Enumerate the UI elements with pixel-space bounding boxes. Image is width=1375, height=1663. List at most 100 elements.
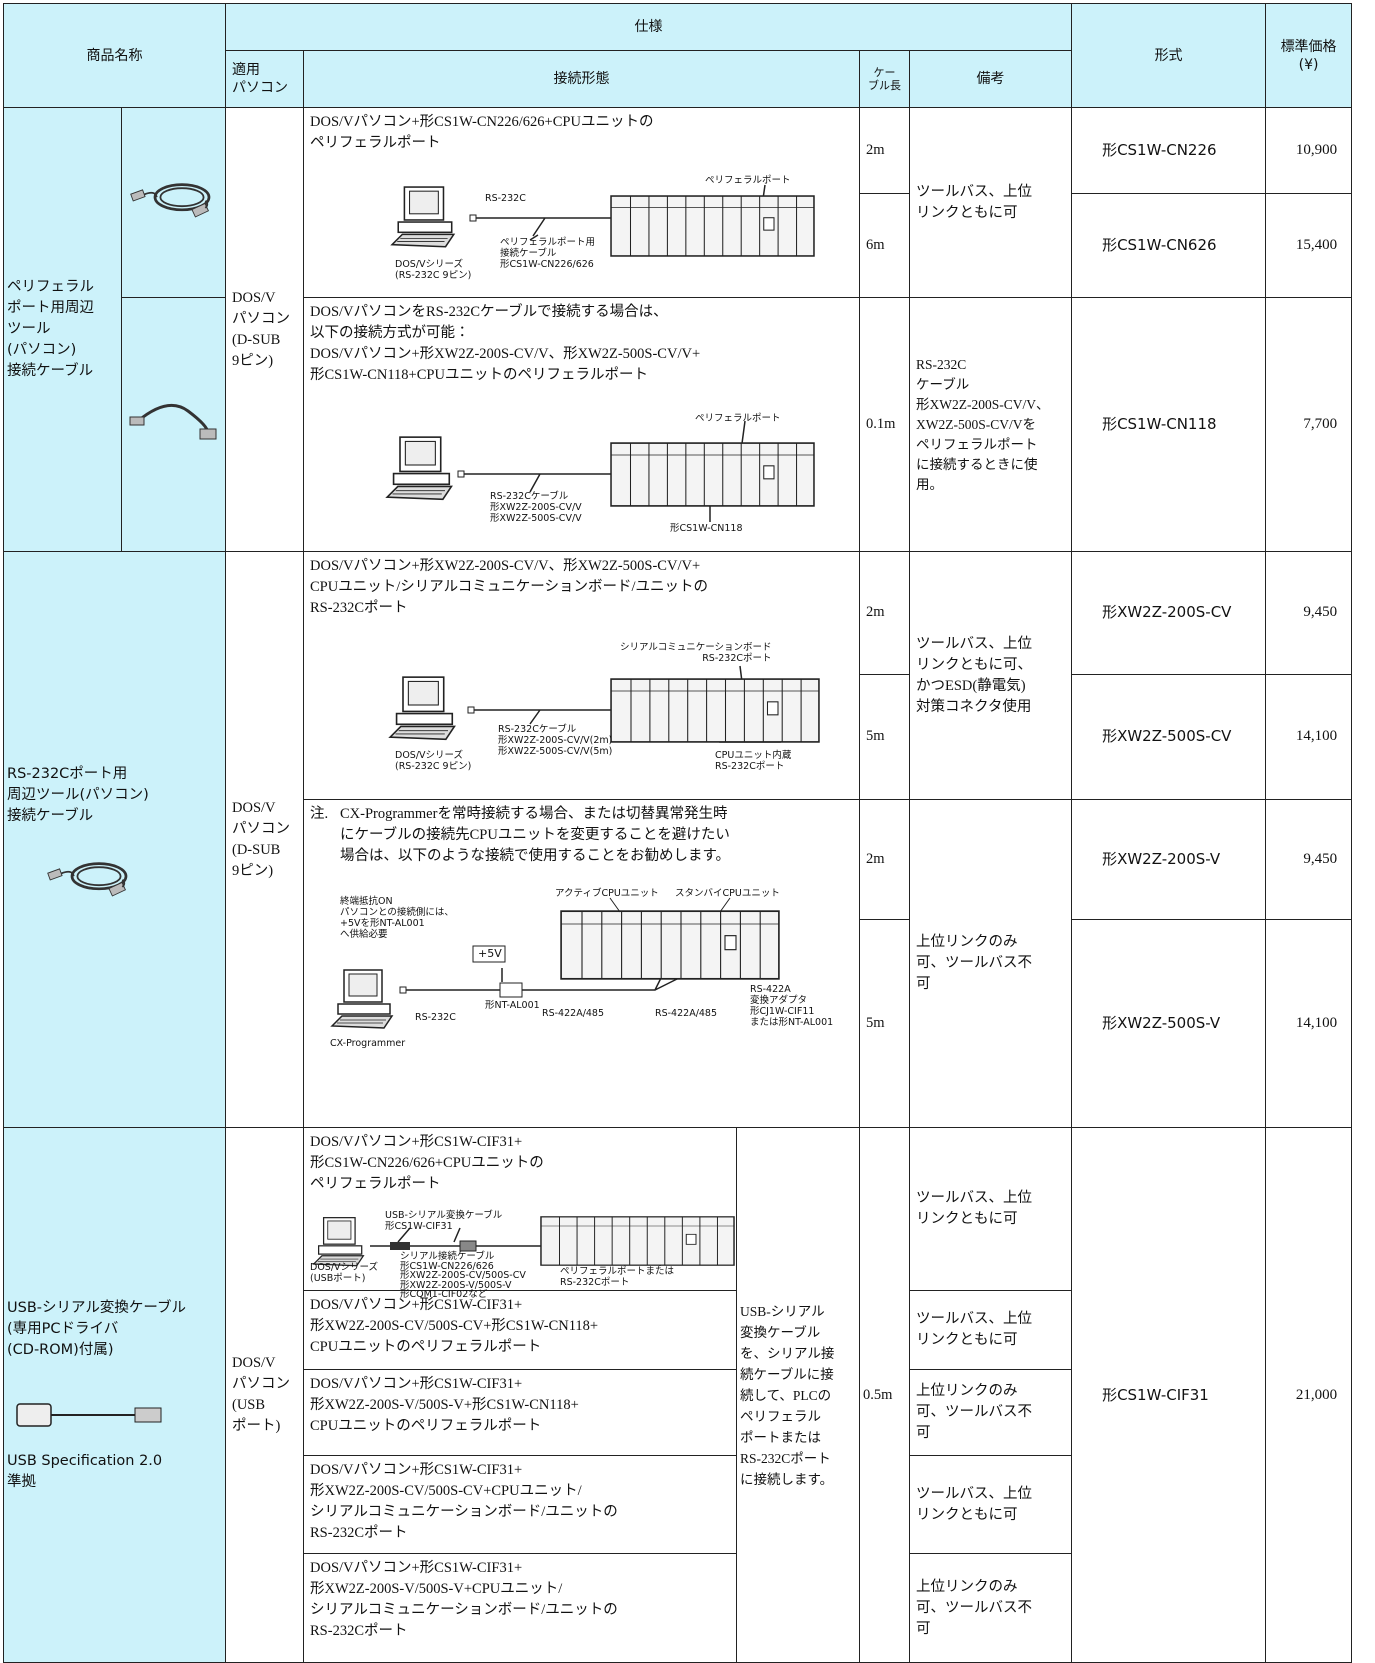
diagram-label: DOS/Vシリーズ (RS-232C 9ピン): [395, 259, 472, 281]
diagram-label: USB-シリアル変換ケーブル 形CS1W-CIF31: [385, 1210, 503, 1232]
table-row: 5m 形XW2Z-500S-V 14,100: [4, 919, 1353, 1128]
table-row: DOS/VパソコンをRS-232Cケーブルで接続する場合は、 以下の接続方式が可…: [4, 297, 1353, 552]
container: 注. CX-Programmerを常時接続する場合、または切替異常発生時 にケーブ…: [310, 804, 853, 867]
connection: DOS/Vパソコン+形XW2Z-200S-CV/V、形XW2Z-500S-CV/…: [310, 558, 709, 616]
price: 10,900: [1265, 106, 1353, 195]
connection: DOS/Vパソコン+形CS1W-CIF31+ 形XW2Z-200S-V/500S…: [303, 1369, 737, 1456]
remarks: RS-232C ケーブル 形XW2Z-200S-CV/V、 XW2Z-500S-…: [908, 297, 1073, 552]
cable-image: [129, 403, 217, 440]
cable: 6m: [859, 193, 910, 298]
table-cell: DOS/Vパソコン+形CS1W-CIF31+ 形CS1W-CN226/626+C…: [303, 1127, 737, 1299]
remarks: ツールバス、上位 リンクともに可: [908, 107, 1073, 298]
table-cell: USB-シリアル変換ケーブル (専用PCドライバ (CD-ROM)付属) USB…: [3, 1127, 226, 1663]
table-row: ペリフェラル ポート用周辺 ツール (パソコン) 接続ケーブル DOS/V パソ…: [3, 106, 1353, 552]
container: USB-シリアル変換ケーブル 形CS1W-CIF31 DOS/Vシリーズ (US…: [310, 1210, 735, 1299]
table-row: 6m 形CS1W-CN626 15,400: [4, 193, 1353, 298]
note-mark: 注.: [310, 806, 329, 822]
connection: CX-Programmerを常時接続する場合、または切替異常発生時 にケーブルの…: [340, 806, 731, 864]
cable: 0.5m: [859, 1127, 910, 1663]
diagram-label: RS-422A 変換アダプタ 形CJ1W-CIF11 または形NT-AL001: [750, 984, 834, 1028]
diagram-label: シリアル接続ケーブル 形CS1W-CN226/626 形XW2Z-200S-CV…: [400, 1251, 526, 1300]
remarks: 備考: [908, 50, 1073, 108]
table-row: USB-シリアル変換ケーブル (専用PCドライバ (CD-ROM)付属) USB…: [3, 1127, 1353, 1663]
price: 7,700: [1265, 297, 1353, 552]
table-cell: [121, 297, 226, 552]
cable: 5m: [859, 919, 910, 1128]
remarks: 上位リンクのみ 可、ツールバス不 可: [908, 799, 1073, 1128]
table-row: 適用 パソコン 接続形態 ケー ブル長 備考: [4, 50, 1352, 108]
diagram-label: RS-422A/485: [655, 1008, 718, 1019]
table-cell: [121, 107, 226, 298]
table-cell: DOS/VパソコンをRS-232Cケーブルで接続する場合は、 以下の接続方式が可…: [303, 297, 860, 552]
container: ペリフェラルポート RS-232C ペリフェラルポート用 接続ケーブル 形CS1…: [310, 175, 853, 293]
cable: 5m: [859, 673, 910, 801]
cable: 2m: [859, 551, 910, 675]
container: アクティブCPUユニット スタンバイCPUユニット 終端抵抗ON パソコンとの接…: [310, 888, 853, 1053]
remarks: 上位リンクのみ 可、ツールバス不 可: [908, 1369, 1073, 1456]
container: ペリフェラルポート RS-232Cケーブル 形XW2Z-200S-CV/V 形X…: [310, 407, 853, 547]
name: ペリフェラル ポート用周辺 ツール (パソコン) 接続ケーブル: [3, 107, 122, 552]
model: 形XW2Z-200S-CV: [1071, 551, 1267, 675]
remarks: 上位リンクのみ 可、ツールバス不 可: [908, 1553, 1073, 1663]
usb-cable-image: [16, 1402, 162, 1427]
model: 形XW2Z-200S-V: [1071, 799, 1267, 920]
table-cell: RS-232Cポート用 周辺ツール(パソコン) 接続ケーブル: [3, 551, 226, 1128]
diagram-label: ペリフェラルポートまたは RS-232Cポート: [560, 1266, 675, 1288]
pc: DOS/V パソコン (D-SUB 9ピン): [225, 551, 304, 1128]
model: 形CS1W-CN626: [1071, 193, 1267, 298]
diagram-label: ペリフェラルポート用 接続ケーブル 形CS1W-CN226/626: [500, 237, 596, 270]
diagram-label: 形CS1W-CN118: [670, 523, 743, 534]
diagram-label: RS-232Cケーブル 形XW2Z-200S-CV/V(2m) 形XW2Z-50…: [498, 724, 613, 757]
product-table: 商品名称 仕様 形式 標準価格 (¥) 適用 パソコン 接続形態 ケー ブル長 …: [3, 3, 1353, 1663]
remarks: ツールバス、上位 リンクともに可: [908, 1455, 1073, 1554]
diagram-label: CX-Programmer: [330, 1038, 406, 1049]
table-row: DOS/Vパソコン+形CS1W-CIF31+ 形XW2Z-200S-V/500S…: [4, 1369, 1352, 1456]
cable: 2m: [859, 799, 910, 920]
connection: DOS/VパソコンをRS-232Cケーブルで接続する場合は、 以下の接続方式が可…: [310, 304, 701, 383]
table-cell: 注. CX-Programmerを常時接続する場合、または切替異常発生時 にケーブ…: [303, 799, 860, 1128]
page: 商品名称 仕様 形式 標準価格 (¥) 適用 パソコン 接続形態 ケー ブル長 …: [3, 3, 1353, 1663]
price: 標準価格 (¥): [1265, 3, 1353, 108]
diagram: [331, 897, 780, 1029]
diagram: [391, 184, 815, 257]
model: 形XW2Z-500S-CV: [1071, 673, 1267, 801]
model: 形CS1W-CIF31: [1071, 1127, 1267, 1663]
table-row: 5m 形XW2Z-500S-CV 14,100: [4, 673, 1353, 801]
diagram: [313, 1216, 735, 1267]
remarks: ツールバス、上位 リンクともに可、 かつESD(静電気) 対策コネクタ使用: [908, 551, 1073, 800]
diagram-label: 形NT-AL001: [485, 1000, 540, 1011]
price: 14,100: [1265, 673, 1353, 801]
diagram-label: CPUユニット内蔵 RS-232Cポート: [715, 750, 792, 772]
connection: DOS/Vパソコン+形CS1W-CIF31+ 形XW2Z-200S-CV/500…: [303, 1455, 737, 1554]
applicable-pc: 適用 パソコン: [225, 50, 304, 108]
note: USB-シリアル 変換ケーブル を、シリアル接 続ケーブルに接 続して、PLCの…: [736, 1127, 860, 1663]
model: 形XW2Z-500S-V: [1071, 919, 1267, 1128]
connection: DOS/Vパソコン+形CS1W-CIF31+ 形XW2Z-200S-V/500S…: [303, 1553, 737, 1663]
price: 9,450: [1265, 799, 1353, 920]
name: RS-232Cポート用 周辺ツール(パソコン) 接続ケーブル: [7, 766, 149, 824]
table-row: DOS/Vパソコン+形CS1W-CIF31+ 形XW2Z-200S-CV/500…: [4, 1290, 1352, 1370]
price: 9,450: [1265, 551, 1353, 675]
diagram-label: シリアルコミュニケーションボード RS-232Cポート: [620, 642, 772, 664]
pc: DOS/V パソコン (D-SUB 9ピン): [225, 107, 304, 552]
table-row: DOS/Vパソコン+形CS1W-CIF31+ 形XW2Z-200S-CV/500…: [4, 1455, 1352, 1554]
price: 14,100: [1265, 919, 1353, 1128]
price: 15,400: [1265, 193, 1353, 298]
table-row: RS-232Cポート用 周辺ツール(パソコン) 接続ケーブル DOS/V パソコ…: [3, 551, 1353, 1128]
pc: DOS/V パソコン (USB ポート): [225, 1127, 304, 1663]
table-row: 注. CX-Programmerを常時接続する場合、または切替異常発生時 にケーブ…: [4, 799, 1353, 1128]
container: シリアルコミュニケーションボード RS-232Cポート RS-232Cケーブル …: [310, 640, 853, 795]
cable-image: [46, 862, 128, 898]
spec: 仕様: [224, 3, 1073, 51]
diagram-label: +5V: [478, 947, 502, 960]
diagram: [389, 665, 820, 743]
diagram-label: スタンバイCPUユニット: [675, 888, 780, 899]
cable-length: ケー ブル長: [859, 50, 910, 108]
diagram-label: ペリフェラルポート: [695, 413, 781, 424]
cable: 0.1m: [859, 297, 910, 552]
table-cell: DOS/Vパソコン+形XW2Z-200S-CV/V、形XW2Z-500S-CV/…: [303, 551, 860, 800]
price: 21,000: [1265, 1127, 1353, 1663]
diagram-label: DOS/Vシリーズ (USBポート): [310, 1262, 379, 1284]
connection: DOS/Vパソコン+形CS1W-CIF31+ 形XW2Z-200S-CV/500…: [303, 1290, 737, 1370]
remarks: ツールバス、上位 リンクともに可: [908, 1290, 1073, 1370]
